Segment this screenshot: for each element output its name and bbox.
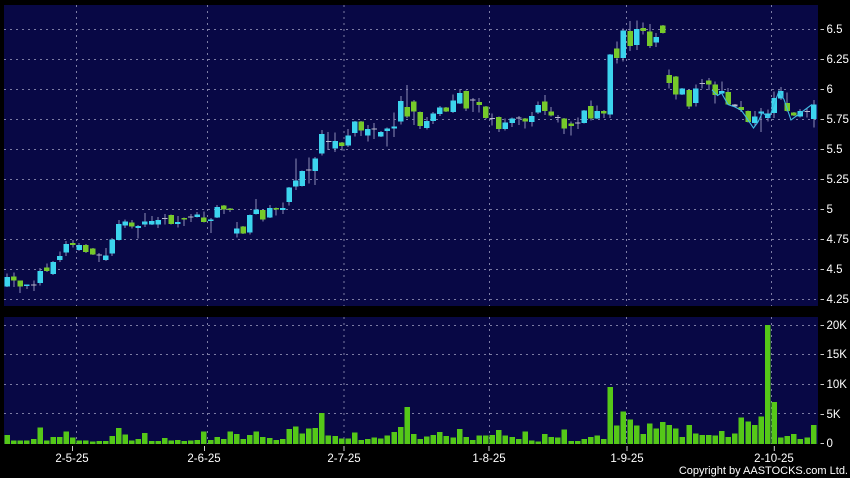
svg-text:4.5: 4.5 [827, 264, 843, 276]
svg-text:6.25: 6.25 [827, 54, 849, 66]
svg-text:1-9-25: 1-9-25 [610, 453, 643, 465]
svg-text:2-7-25: 2-7-25 [327, 453, 360, 465]
svg-text:1-8-25: 1-8-25 [472, 453, 505, 465]
svg-text:2-6-25: 2-6-25 [187, 453, 220, 465]
svg-text:0: 0 [827, 438, 833, 450]
svg-text:5.75: 5.75 [827, 114, 849, 126]
svg-text:6.5: 6.5 [827, 24, 843, 36]
svg-text:2-5-25: 2-5-25 [55, 453, 88, 465]
svg-text:5.25: 5.25 [827, 174, 849, 186]
svg-text:Copyright by AASTOCKS.com Ltd.: Copyright by AASTOCKS.com Ltd. [679, 465, 848, 477]
svg-text:15K: 15K [827, 349, 848, 361]
svg-text:2-10-25: 2-10-25 [754, 453, 794, 465]
svg-text:4.75: 4.75 [827, 234, 849, 246]
svg-text:6: 6 [827, 84, 833, 96]
svg-text:4.25: 4.25 [827, 294, 849, 306]
svg-text:5K: 5K [827, 409, 841, 421]
svg-text:5: 5 [827, 204, 833, 216]
svg-text:20K: 20K [827, 320, 848, 332]
svg-text:10K: 10K [827, 379, 848, 391]
svg-text:5.5: 5.5 [827, 144, 843, 156]
